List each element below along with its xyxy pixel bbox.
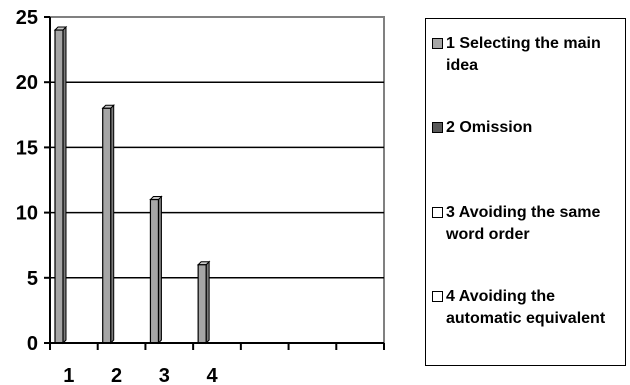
y-tick-label-25: 25 <box>16 7 38 29</box>
legend-item-2: 2 Omission <box>432 117 628 139</box>
bar-2 <box>101 104 115 345</box>
bar-1 <box>53 25 68 345</box>
legend-swatch-3 <box>432 207 443 218</box>
legend-label-1: 1 Selecting the main idea <box>446 35 601 74</box>
x-tick-label-4: 4 <box>206 365 218 385</box>
bar-front-3 <box>149 198 160 344</box>
bar-3 <box>149 195 163 345</box>
legend-item-1: 1 Selecting the main idea <box>432 33 628 77</box>
legend-label-3: 3 Avoiding the same word order <box>446 204 601 243</box>
y-tick-label-15: 15 <box>16 137 38 159</box>
bar-front-2 <box>102 107 112 344</box>
bar-4 <box>196 260 211 345</box>
y-tick-label-20: 20 <box>16 72 38 94</box>
x-tick-label-1: 1 <box>63 365 74 385</box>
bar-chart: 0 5 10 15 20 25 1 2 3 4 <box>16 7 385 385</box>
x-tick-label-2: 2 <box>111 365 122 385</box>
legend-label-4: 4 Avoiding the automatic equivalent <box>446 288 606 327</box>
legend-swatch-4 <box>432 291 443 302</box>
plot-area-frame <box>49 16 385 344</box>
legend-swatch-1 <box>432 38 443 49</box>
y-tick-label-0: 0 <box>27 333 38 355</box>
legend-swatch-2 <box>432 122 443 133</box>
x-tick-label-3: 3 <box>159 365 170 385</box>
y-tick-label-10: 10 <box>16 203 38 225</box>
chart-legend: 1 Selecting the main idea 2 Omission 3 A… <box>425 18 626 366</box>
legend-label-2: 2 Omission <box>446 119 533 136</box>
legend-item-3: 3 Avoiding the same word order <box>432 202 628 246</box>
bar-front-4 <box>197 264 207 344</box>
bar-front-1 <box>54 29 64 344</box>
legend-item-4: 4 Avoiding the automatic equivalent <box>432 286 628 330</box>
y-tick-label-5: 5 <box>27 268 38 290</box>
